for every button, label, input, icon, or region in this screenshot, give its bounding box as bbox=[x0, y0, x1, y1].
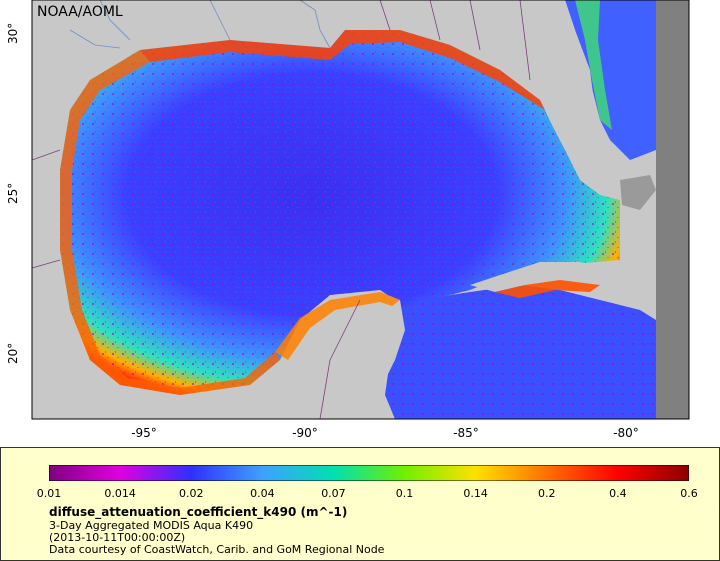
cuba-coastal-band bbox=[495, 280, 600, 298]
lon-tick-label: -90° bbox=[292, 426, 318, 440]
dataset-time: (2013-10-11T00:00:00Z) bbox=[49, 531, 186, 544]
colorbar-tick-label: 0.04 bbox=[250, 487, 275, 500]
colorbar bbox=[49, 465, 689, 481]
caribbean-speckle bbox=[385, 285, 656, 419]
plot-area bbox=[31, 0, 690, 420]
colorbar-tick-label: 0.1 bbox=[395, 487, 414, 500]
lon-tick-label: -80° bbox=[613, 426, 639, 440]
lon-tick-label: -85° bbox=[453, 426, 479, 440]
cuba-island bbox=[470, 262, 630, 292]
colorbar-tick-label: 0.07 bbox=[321, 487, 346, 500]
colorbar-tick-label: 0.2 bbox=[538, 487, 556, 500]
lon-tick-label: -95° bbox=[131, 426, 157, 440]
rivers bbox=[69, 0, 331, 49]
nodata-strip bbox=[656, 0, 689, 419]
campeche-coastal-band bbox=[275, 292, 400, 360]
bahamas-banks bbox=[620, 175, 656, 210]
colorbar-tick-label: 0.4 bbox=[609, 487, 627, 500]
plot-border bbox=[31, 0, 690, 420]
political-borders bbox=[31, 0, 531, 420]
variable-name: diffuse_attenuation_coefficient_k490 (m^… bbox=[49, 505, 348, 519]
lat-tick-label: 25° bbox=[6, 182, 20, 204]
atlantic-coastal-band bbox=[575, 0, 612, 130]
lat-tick-label: 30° bbox=[6, 22, 20, 44]
northern-coastal-band bbox=[140, 30, 545, 110]
colorbar-tick-label: 0.6 bbox=[680, 487, 698, 500]
data-credit: Data courtesy of CoastWatch, Carib. and … bbox=[49, 543, 385, 556]
mexico-mainland bbox=[32, 0, 320, 419]
lat-tick-label: 20° bbox=[6, 342, 20, 364]
us-mainland bbox=[32, 0, 585, 100]
legend-panel: 0.01 0.014 0.02 0.04 0.07 0.1 0.14 0.2 0.4 0.6 di… bbox=[0, 447, 720, 561]
colorbar-tick-label: 0.02 bbox=[178, 487, 204, 500]
dataset-description: 3-Day Aggregated MODIS Aqua K490 bbox=[49, 519, 254, 532]
colorbar-tick-label: 0.14 bbox=[463, 487, 488, 500]
colorbar-tick-label: 0.01 bbox=[36, 487, 62, 500]
colorbar-rect bbox=[49, 465, 689, 481]
gulf-speckle bbox=[60, 30, 620, 395]
credit-label: NOAA/AOML bbox=[37, 4, 123, 20]
florida-peninsula bbox=[540, 60, 612, 195]
k490-map[interactable] bbox=[0, 0, 720, 420]
map-frame bbox=[0, 0, 720, 420]
colorbar-tick-label: 0.014 bbox=[104, 487, 136, 500]
